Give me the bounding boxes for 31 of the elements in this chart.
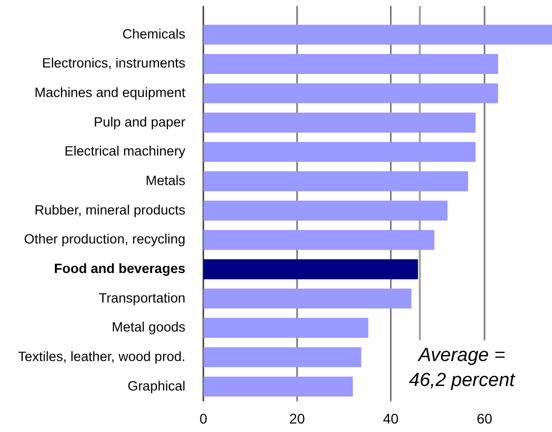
y-tick-label: Food and beverages xyxy=(54,260,186,276)
y-tick-label: Pulp and paper xyxy=(94,114,186,130)
y-tick-label: Chemicals xyxy=(122,26,186,42)
bar xyxy=(203,24,552,45)
x-tick-label: 20 xyxy=(289,410,306,426)
y-tick-label: Metals xyxy=(146,172,186,188)
bar xyxy=(203,318,368,338)
bar xyxy=(203,54,498,74)
x-tick-label: 40 xyxy=(383,410,399,426)
bar xyxy=(203,200,448,221)
bar xyxy=(203,171,468,192)
bar xyxy=(203,83,498,104)
y-tick-label: Machines and equipment xyxy=(34,85,186,100)
x-tick-label: 0 xyxy=(199,410,208,426)
y-tick-label: Other production, recycling xyxy=(24,232,186,247)
bar xyxy=(203,259,418,280)
x-tick-label: 60 xyxy=(476,410,493,426)
bar xyxy=(203,112,476,133)
y-tick-label: Metal goods xyxy=(112,320,186,335)
y-tick-label: Electrical machinery xyxy=(64,144,186,159)
y-tick-label: Graphical xyxy=(128,378,186,394)
y-tick-label: Textiles, leather, wood prod. xyxy=(18,348,186,364)
y-tick-label: Transportation xyxy=(98,290,186,306)
bar xyxy=(203,230,434,250)
y-tick-label: Electronics, instruments xyxy=(42,56,186,71)
bar xyxy=(203,142,476,162)
bar xyxy=(203,376,353,397)
ref-line-label: Average = 46,2 percent xyxy=(409,344,516,391)
y-tick-label: Rubber, mineral products xyxy=(34,202,186,218)
bar xyxy=(203,288,412,309)
bar xyxy=(203,347,362,368)
